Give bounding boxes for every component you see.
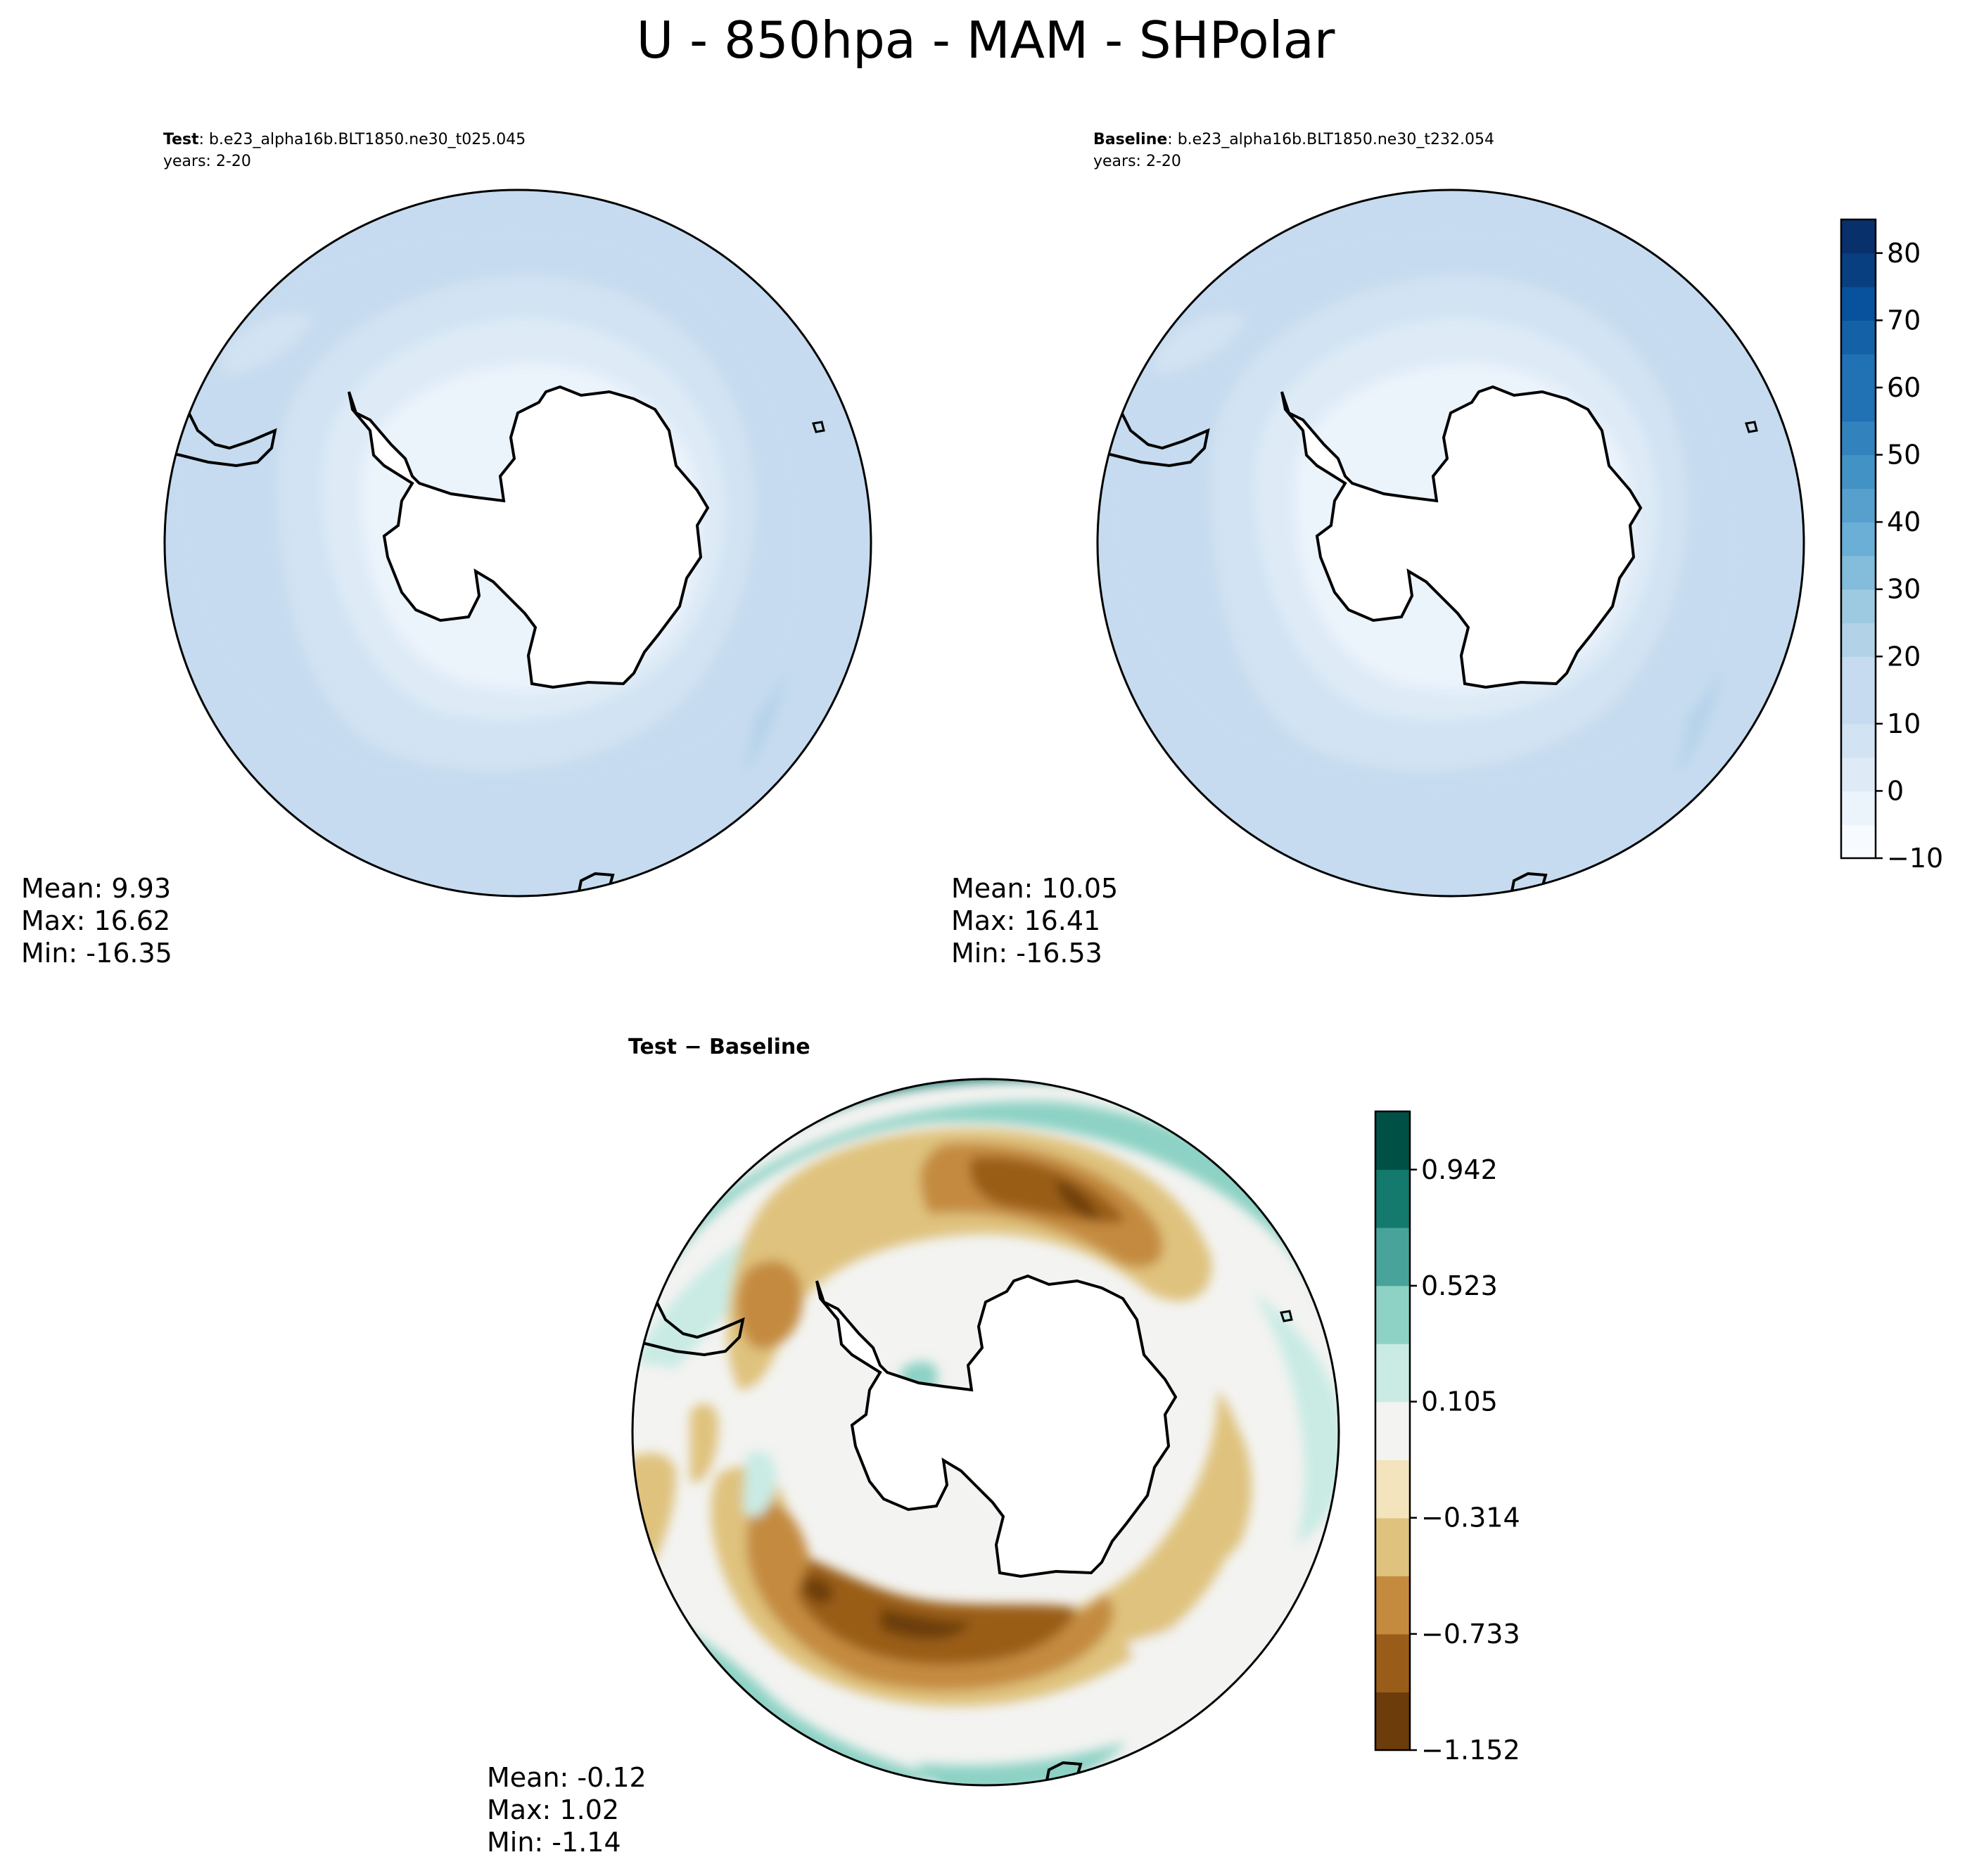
test-label: Test [163, 131, 199, 148]
colorbar-blues-color-band [1841, 723, 1876, 758]
colorbar-blues-tick-label: 20 [1887, 641, 1921, 672]
colorbar-brbg-color-band [1375, 1344, 1410, 1403]
colorbar-blues-tick-label: 10 [1887, 708, 1921, 739]
colorbar-blues-tick-label: −10 [1887, 843, 1943, 874]
colorbar-brbg-color-band [1375, 1517, 1410, 1576]
baseline-years: years: 2-20 [1093, 153, 1181, 170]
colorbar-brbg-frame [1374, 1110, 1411, 1751]
colorbar-blues-color-band [1841, 253, 1876, 288]
colorbar-brbg-color-band [1375, 1692, 1410, 1751]
diff-mean: Mean: -0.12 [487, 1762, 647, 1793]
colorbar-blues-color-band [1841, 757, 1876, 792]
colorbar-blues-tick-label: 30 [1887, 574, 1921, 605]
colorbar-blues-tick-label: 0 [1887, 775, 1904, 806]
colorbar-brbg-color-band [1375, 1169, 1410, 1228]
colorbar-blues-color-band [1841, 454, 1876, 489]
baseline-label: Baseline [1093, 131, 1167, 148]
colorbar-blues-color-band [1841, 387, 1876, 422]
colorbar-blues-color-band [1841, 421, 1876, 456]
colorbar-blues-color-band [1841, 589, 1876, 624]
diff-map [632, 1079, 1339, 1785]
test-map [165, 190, 871, 896]
colorbar-blues-color-band [1841, 522, 1876, 556]
baseline-mean: Mean: 10.05 [951, 873, 1118, 904]
colorbar-brbg-tick-label: −1.152 [1421, 1735, 1520, 1766]
diff-title: Test − Baseline [628, 1035, 810, 1059]
test-header: Test: b.e23_alpha16b.BLT1850.ne30_t025.0… [163, 131, 526, 148]
colorbar-blues-tick-label: 70 [1887, 305, 1921, 336]
colorbar-blues-frame [1840, 218, 1877, 860]
colorbar-blues-color-band [1841, 320, 1876, 355]
colorbar-blues-tick-label: 40 [1887, 506, 1921, 537]
colorbar-brbg-color-band [1375, 1460, 1410, 1519]
colorbar-blues-color-band [1841, 219, 1876, 254]
colorbar-brbg: 0.942 0.523 0.105 −0.314 −0.733 −1.152 [1374, 1110, 1520, 1766]
colorbar-blues-color-band [1841, 354, 1876, 388]
colorbar-blues-color-band [1841, 656, 1876, 691]
colorbar-brbg-tick-label: 0.942 [1421, 1154, 1498, 1185]
colorbar-blues-tick-label: 50 [1887, 440, 1921, 471]
baseline-min: Min: -16.53 [951, 938, 1102, 969]
baseline-header: Baseline: b.e23_alpha16b.BLT1850.ne30_t2… [1093, 131, 1494, 148]
test-years: years: 2-20 [163, 153, 251, 170]
baseline-panel: Baseline: b.e23_alpha16b.BLT1850.ne30_t2… [951, 131, 1805, 969]
colorbar-brbg-tick-label: −0.314 [1421, 1502, 1520, 1533]
colorbar-blues-tick-label: 80 [1887, 238, 1921, 269]
colorbar-blues-color-band [1841, 555, 1876, 590]
colorbar-brbg-color-band [1375, 1111, 1410, 1170]
colorbar-brbg-color-band [1375, 1633, 1410, 1693]
diff-max: Max: 1.02 [487, 1794, 619, 1825]
colorbar-blues-color-band [1841, 824, 1876, 859]
colorbar-blues-color-band [1841, 286, 1876, 321]
baseline-max: Max: 16.41 [951, 905, 1100, 936]
test-panel: Test: b.e23_alpha16b.BLT1850.ne30_t025.0… [21, 131, 872, 969]
colorbar-brbg-tick-label: −0.733 [1421, 1619, 1520, 1650]
colorbar-brbg-color-band [1375, 1285, 1410, 1344]
colorbar-blues-color-band [1841, 791, 1876, 825]
diff-panel: Test − Baseline [487, 1035, 1340, 1858]
colorbar-blues-tick-label: 60 [1887, 372, 1921, 403]
colorbar-brbg-color-band [1375, 1576, 1410, 1635]
diff-map-boundary [631, 1078, 1340, 1787]
colorbar-brbg-tick-label: 0.523 [1421, 1270, 1498, 1301]
baseline-map-boundary [1096, 189, 1805, 898]
colorbar-brbg-color-band [1375, 1401, 1410, 1460]
figure-title: U - 850hpa - MAM - SHPolar [637, 11, 1335, 70]
test-min: Min: -16.35 [21, 938, 172, 969]
colorbar-brbg-color-band [1375, 1227, 1410, 1287]
test-map-boundary [163, 189, 872, 898]
colorbar-blues-color-band [1841, 623, 1876, 657]
baseline-map [1098, 190, 1804, 896]
colorbar-blues: 80 70 60 50 40 30 20 10 0 −10 [1840, 218, 1943, 874]
test-case: : b.e23_alpha16b.BLT1850.ne30_t025.045 [199, 131, 526, 148]
diff-min: Min: -1.14 [487, 1827, 621, 1858]
colorbar-blues-color-band [1841, 690, 1876, 725]
test-mean: Mean: 9.93 [21, 873, 171, 904]
baseline-case: : b.e23_alpha16b.BLT1850.ne30_t232.054 [1167, 131, 1494, 148]
colorbar-brbg-tick-label: 0.105 [1421, 1386, 1498, 1417]
colorbar-blues-color-band [1841, 488, 1876, 523]
test-max: Max: 16.62 [21, 905, 170, 936]
